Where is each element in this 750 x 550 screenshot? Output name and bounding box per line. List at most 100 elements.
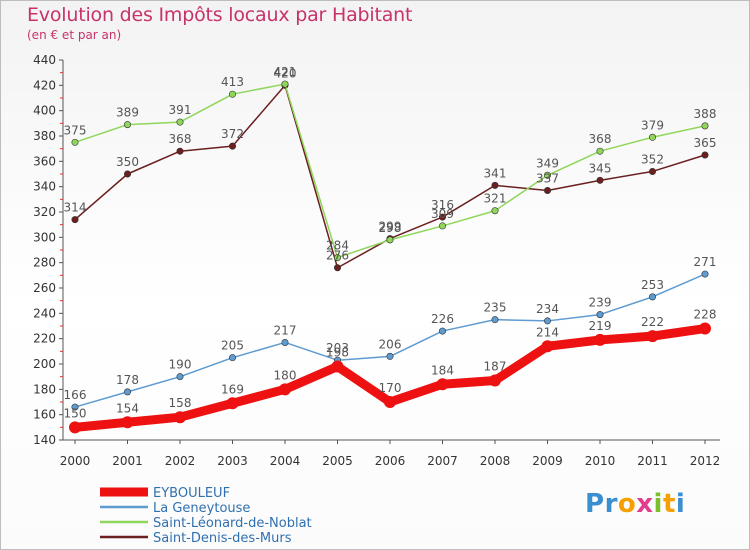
data-point	[229, 142, 237, 150]
data-point	[331, 360, 344, 373]
data-point	[279, 383, 291, 396]
data-label: 349	[536, 156, 559, 170]
proxiti-logo: Proxiti	[585, 489, 685, 519]
data-label: 321	[484, 192, 507, 206]
logo-letter: o	[617, 489, 637, 519]
data-label: 350	[116, 155, 139, 169]
data-point	[701, 122, 709, 130]
axes: 140 160 180 200 220 240 260 280 300 320 340 360 380 4…	[33, 53, 720, 468]
data-label: 166	[64, 388, 87, 402]
chart-title: Evolution des Impôts locaux par Habitant	[27, 4, 413, 26]
data-label: 368	[169, 132, 192, 146]
data-point	[69, 421, 81, 434]
data-label: 217	[274, 323, 297, 337]
x-tick-label: 2002	[165, 454, 196, 468]
x-tick-label: 2006	[375, 454, 406, 468]
data-label: 309	[431, 207, 454, 221]
data-point	[491, 207, 499, 215]
data-point	[124, 388, 132, 396]
data-labels: 150 154 158 169 180 198 170 184 187 214 219 222 228 1…	[64, 65, 717, 420]
x-tick-label: 2008	[480, 454, 511, 468]
data-point	[176, 147, 184, 155]
data-label: 205	[221, 339, 244, 353]
data-point	[491, 181, 499, 189]
data-point	[491, 316, 499, 324]
x-tick-label: 2007	[427, 454, 458, 468]
legend-label: La Geneytouse	[153, 501, 250, 516]
data-point	[71, 216, 79, 224]
data-point	[176, 373, 184, 381]
data-label: 389	[116, 106, 139, 120]
chart-subtitle: (en € et par an)	[27, 28, 122, 42]
data-label: 316	[431, 198, 454, 212]
data-label: 337	[536, 171, 559, 185]
data-point	[596, 311, 604, 319]
y-tick-label: 160	[33, 408, 56, 422]
data-point	[648, 293, 656, 301]
data-point	[333, 254, 341, 262]
data-point	[594, 333, 606, 346]
data-point	[543, 171, 551, 179]
data-label: 150	[64, 406, 87, 420]
logo-letter: t	[662, 489, 676, 519]
logo-letter: i	[653, 489, 663, 519]
logo-letter: x	[636, 489, 654, 519]
y-tick-label: 340	[33, 180, 56, 194]
y-tick-label: 320	[33, 205, 56, 219]
data-label: 219	[589, 319, 612, 333]
legend-label: Saint-Léonard-de-Noblat	[153, 516, 312, 531]
data-point	[229, 354, 237, 362]
data-label: 276	[326, 249, 349, 263]
legend-label: Saint-Denis-des-Murs	[153, 531, 292, 546]
data-point	[436, 378, 449, 391]
y-tick-label: 400	[33, 104, 56, 118]
data-point	[333, 264, 341, 272]
x-tick-label: 2009	[532, 454, 563, 468]
data-label: 413	[221, 75, 244, 89]
data-label: 198	[326, 346, 349, 360]
data-point	[281, 338, 289, 346]
data-point	[71, 138, 79, 146]
data-label: 391	[169, 103, 192, 117]
data-label: 314	[64, 201, 87, 215]
data-label: 352	[641, 152, 664, 166]
data-point	[174, 411, 186, 424]
data-point	[701, 151, 709, 159]
data-point	[226, 397, 239, 410]
data-label: 190	[169, 358, 192, 372]
data-point	[438, 213, 446, 221]
data-point	[701, 270, 709, 278]
y-tick-label: 180	[33, 382, 56, 396]
data-label: 180	[274, 368, 297, 382]
data-point	[438, 222, 446, 230]
x-tick-label: 2000	[60, 454, 91, 468]
y-tick-label: 280	[33, 256, 56, 270]
data-label: 239	[589, 296, 612, 310]
data-label: 388	[694, 107, 717, 121]
data-label: 298	[379, 221, 402, 235]
data-point	[646, 330, 659, 343]
x-tick-label: 2001	[112, 454, 143, 468]
data-label: 372	[221, 127, 244, 141]
data-point	[543, 317, 551, 325]
data-point	[281, 80, 289, 88]
data-point	[384, 396, 396, 408]
y-tick-label: 360	[33, 154, 56, 168]
data-label: 365	[694, 136, 717, 150]
data-point	[386, 236, 394, 244]
data-label: 271	[694, 255, 717, 269]
data-label: 235	[484, 301, 507, 315]
y-tick-label: 380	[33, 129, 56, 143]
data-point	[699, 322, 711, 335]
data-label: 379	[641, 118, 664, 132]
logo-letter: r	[604, 489, 618, 519]
data-point	[229, 90, 237, 98]
x-tick-label: 2012	[690, 454, 721, 468]
data-label: 253	[641, 278, 664, 292]
data-label: 345	[589, 161, 612, 175]
legend-label: EYBOULEUF	[153, 486, 230, 501]
data-label: 341	[484, 166, 507, 180]
